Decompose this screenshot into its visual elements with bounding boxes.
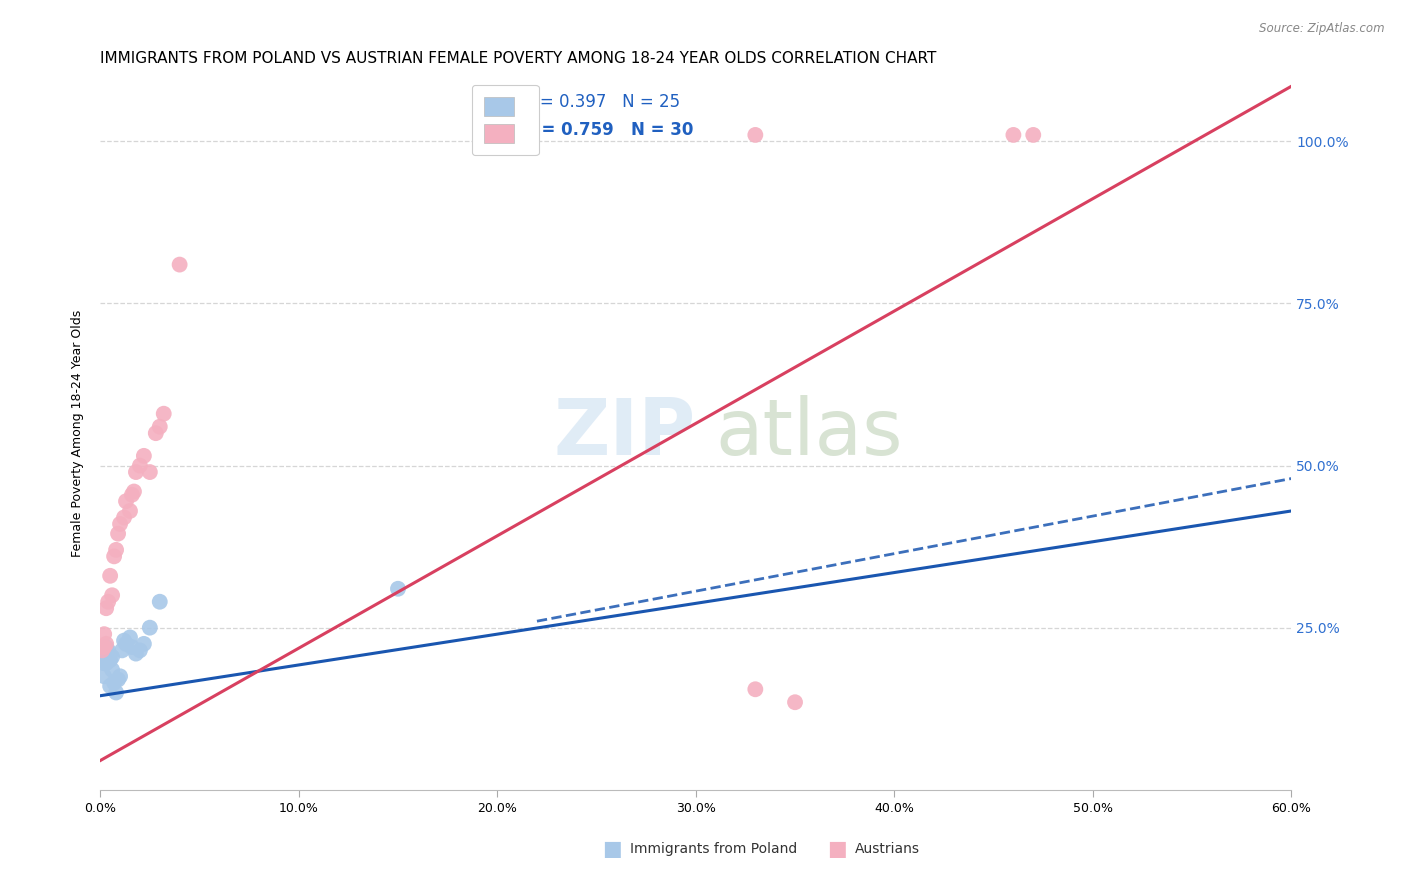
Point bbox=[118, 504, 141, 518]
Point bbox=[103, 549, 125, 564]
Text: ZIP: ZIP bbox=[553, 395, 696, 471]
Text: Source: ZipAtlas.com: Source: ZipAtlas.com bbox=[1260, 22, 1385, 36]
Text: Austrians: Austrians bbox=[855, 842, 920, 856]
Point bbox=[98, 679, 121, 693]
Text: R = 0.759   N = 30: R = 0.759 N = 30 bbox=[523, 121, 693, 139]
Point bbox=[122, 484, 145, 499]
Point bbox=[97, 643, 120, 657]
Point bbox=[107, 526, 129, 541]
Y-axis label: Female Poverty Among 18-24 Year Olds: Female Poverty Among 18-24 Year Olds bbox=[72, 310, 84, 557]
Point bbox=[112, 633, 135, 648]
Point bbox=[125, 465, 148, 479]
Point bbox=[132, 449, 155, 463]
Point bbox=[96, 601, 118, 615]
Point bbox=[145, 426, 167, 441]
Point bbox=[149, 419, 172, 434]
Point bbox=[107, 673, 129, 687]
Point bbox=[93, 657, 115, 671]
Text: ■: ■ bbox=[602, 839, 621, 859]
Point bbox=[132, 637, 155, 651]
Point bbox=[101, 663, 124, 677]
Text: R = 0.397   N = 25: R = 0.397 N = 25 bbox=[523, 93, 681, 111]
Point bbox=[105, 542, 128, 557]
Point bbox=[387, 582, 409, 596]
Point bbox=[129, 643, 152, 657]
Point bbox=[149, 595, 172, 609]
Point bbox=[101, 588, 124, 602]
Point bbox=[744, 682, 766, 697]
Point bbox=[115, 494, 138, 508]
Point bbox=[103, 675, 125, 690]
Point bbox=[1022, 128, 1045, 142]
Point bbox=[105, 685, 128, 699]
Point bbox=[115, 637, 138, 651]
Text: ■: ■ bbox=[827, 839, 846, 859]
Point bbox=[91, 647, 114, 661]
Point bbox=[93, 669, 115, 683]
Point bbox=[139, 621, 162, 635]
Point bbox=[111, 643, 134, 657]
Point bbox=[96, 637, 118, 651]
Point bbox=[139, 465, 162, 479]
Point bbox=[97, 595, 120, 609]
Text: atlas: atlas bbox=[716, 395, 903, 471]
Point bbox=[93, 640, 115, 654]
Text: IMMIGRANTS FROM POLAND VS AUSTRIAN FEMALE POVERTY AMONG 18-24 YEAR OLDS CORRELAT: IMMIGRANTS FROM POLAND VS AUSTRIAN FEMAL… bbox=[100, 51, 936, 66]
Point bbox=[125, 647, 148, 661]
Point bbox=[112, 510, 135, 524]
Point bbox=[169, 258, 191, 272]
Point bbox=[108, 516, 131, 531]
Point bbox=[91, 643, 114, 657]
Legend: , : , bbox=[472, 85, 538, 155]
Point bbox=[744, 128, 766, 142]
Point bbox=[96, 657, 118, 671]
Point bbox=[93, 627, 115, 641]
Point bbox=[98, 653, 121, 667]
Point bbox=[121, 488, 143, 502]
Point bbox=[152, 407, 174, 421]
Point bbox=[96, 640, 118, 654]
Point bbox=[121, 640, 143, 654]
Point bbox=[783, 695, 806, 709]
Point bbox=[101, 649, 124, 664]
Point bbox=[1002, 128, 1025, 142]
Text: Immigrants from Poland: Immigrants from Poland bbox=[630, 842, 797, 856]
Point bbox=[98, 569, 121, 583]
Point bbox=[129, 458, 152, 473]
Point bbox=[108, 669, 131, 683]
Point bbox=[118, 631, 141, 645]
